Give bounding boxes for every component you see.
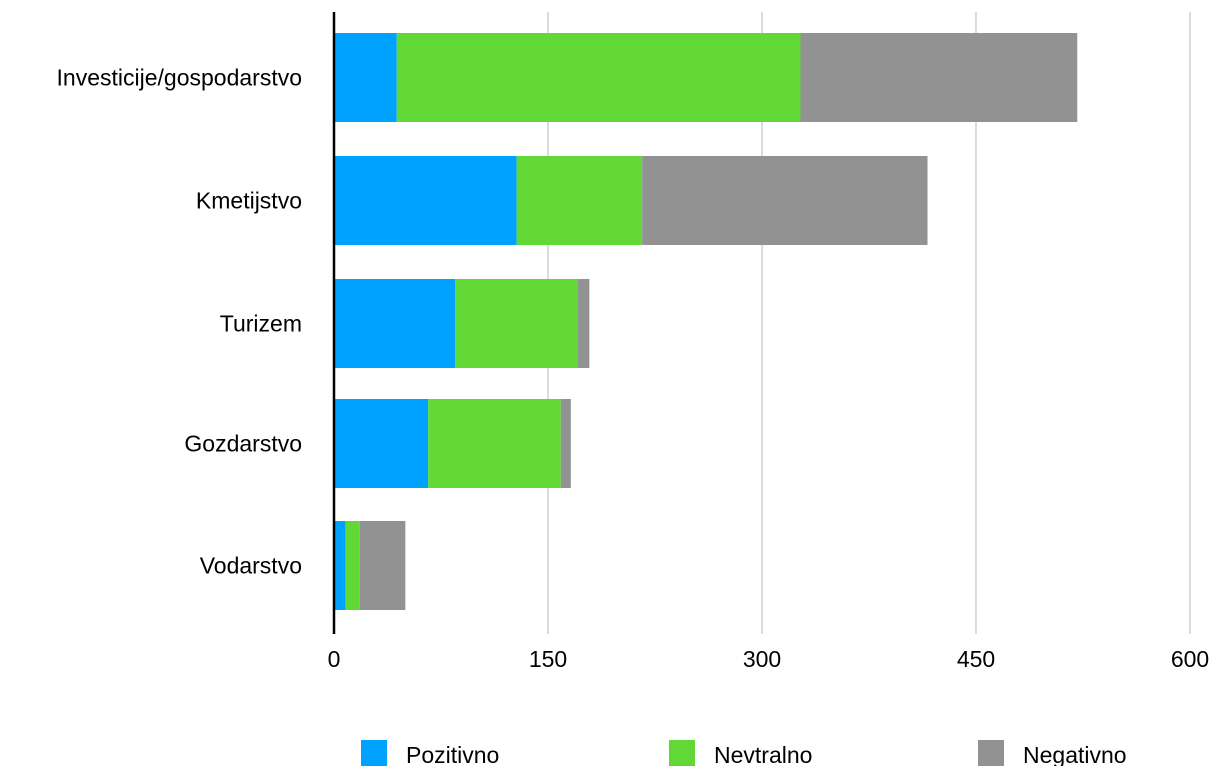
bar-negativno-4	[560, 399, 571, 488]
x-tick-labels: 0 150 300 450 600	[328, 646, 1210, 672]
bar-negativno-2	[642, 156, 928, 245]
category-label: Vodarstvo	[200, 553, 302, 579]
legend-label-pozitivno: Pozitivno	[406, 742, 499, 766]
bar-pozitivno-5	[334, 521, 346, 610]
x-tick-label: 0	[328, 646, 341, 672]
legend-swatch-negativno	[978, 740, 1004, 766]
legend: Pozitivno Nevtralno Negativno	[361, 740, 1127, 766]
legend-label-nevtralno: Nevtralno	[714, 742, 812, 766]
x-tick-label: 300	[743, 646, 781, 672]
legend-label-negativno: Negativno	[1023, 742, 1127, 766]
bar-pozitivno-3	[334, 279, 456, 368]
category-label: Kmetijstvo	[196, 188, 302, 214]
bar-negativno-5	[359, 521, 406, 610]
bar-nevtralno-2	[516, 156, 643, 245]
bar-negativno-1	[800, 33, 1078, 122]
category-label: Turizem	[220, 311, 302, 337]
bar-pozitivno-1	[334, 33, 397, 122]
category-label: Gozdarstvo	[184, 431, 302, 457]
legend-swatch-pozitivno	[361, 740, 387, 766]
legend-swatch-nevtralno	[669, 740, 695, 766]
bars	[334, 33, 1078, 610]
bar-nevtralno-5	[345, 521, 360, 610]
category-label: Investicije/gospodarstvo	[57, 65, 302, 91]
bar-pozitivno-2	[334, 156, 517, 245]
bar-pozitivno-4	[334, 399, 429, 488]
x-tick-label: 450	[957, 646, 995, 672]
bar-nevtralno-3	[455, 279, 578, 368]
bar-nevtralno-4	[428, 399, 561, 488]
x-tick-label: 150	[529, 646, 567, 672]
bar-negativno-3	[577, 279, 590, 368]
category-labels: Investicije/gospodarstvo Kmetijstvo Turize…	[57, 65, 302, 579]
bar-nevtralno-1	[396, 33, 801, 122]
x-tick-label: 600	[1171, 646, 1209, 672]
